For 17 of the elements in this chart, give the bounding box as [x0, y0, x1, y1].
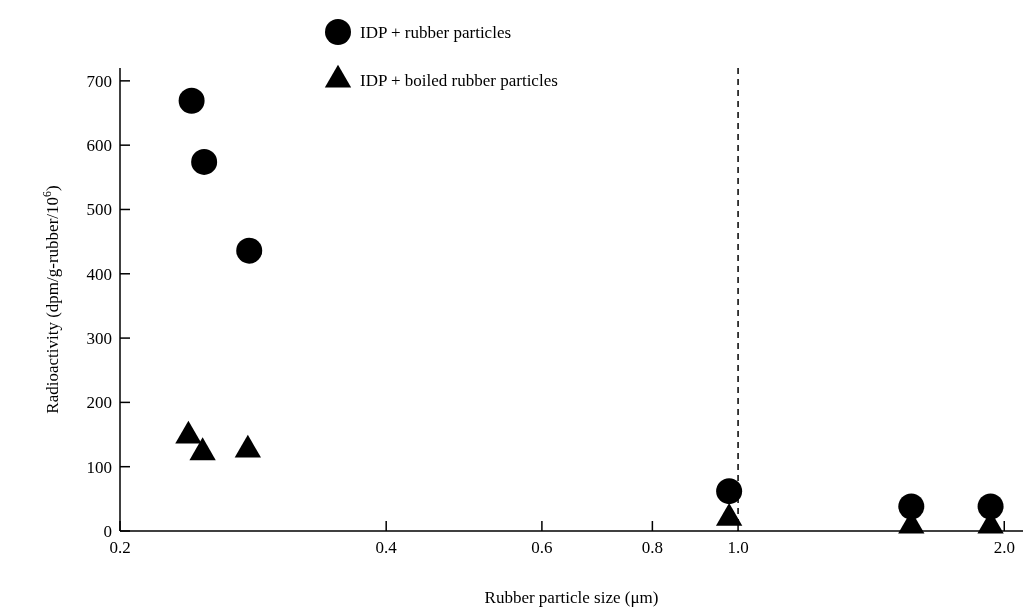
legend-label: IDP + boiled rubber particles [360, 70, 558, 90]
y-tick-label: 700 [86, 71, 112, 91]
y-tick-label: 0 [103, 521, 112, 541]
x-tick-label: 1.0 [727, 538, 749, 557]
x-tick-label: 0.2 [109, 538, 131, 557]
x-tick-label: 0.8 [641, 538, 663, 557]
y-tick-label: 200 [86, 393, 112, 413]
y-tick-label: 400 [86, 264, 112, 284]
x-axis-title: Rubber particle size (μm) [484, 588, 659, 607]
x-tick-label: 0.4 [375, 538, 398, 557]
y-tick-label: 500 [86, 200, 112, 220]
y-tick-label: 100 [86, 457, 112, 477]
y-tick-label: 300 [86, 329, 112, 349]
y-tick-label: 600 [86, 136, 112, 156]
legend-label: IDP + rubber particles [360, 22, 512, 42]
x-tick-label: 0.6 [531, 538, 553, 557]
x-tick-label: 2.0 [993, 538, 1015, 557]
